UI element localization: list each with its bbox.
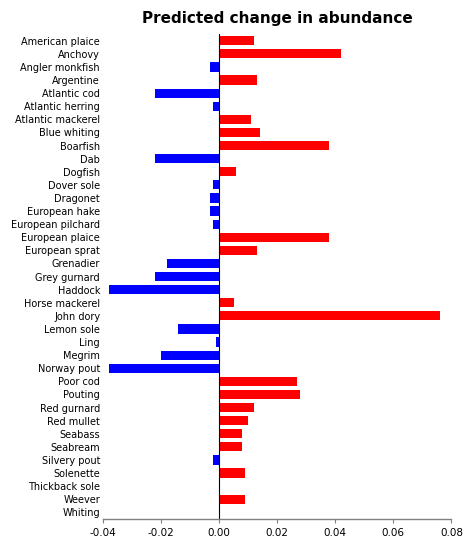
Bar (219, 311, 440, 321)
Bar (155, 154, 219, 163)
Bar (219, 298, 234, 307)
Bar (219, 141, 329, 150)
Bar (219, 246, 257, 255)
Bar (219, 75, 257, 85)
Bar (219, 442, 242, 451)
Bar (216, 338, 219, 346)
Bar (219, 468, 245, 478)
Bar (219, 49, 341, 58)
Bar (167, 259, 219, 268)
Bar (219, 36, 254, 46)
Bar (219, 167, 237, 176)
Bar (210, 206, 219, 216)
Title: Predicted change in abundance: Predicted change in abundance (142, 11, 412, 26)
Bar (178, 324, 219, 334)
Bar (161, 351, 219, 360)
Bar (219, 429, 242, 438)
Bar (213, 180, 219, 189)
Bar (109, 285, 219, 294)
Bar (213, 455, 219, 464)
Bar (219, 377, 298, 386)
Bar (219, 495, 245, 504)
Bar (155, 272, 219, 281)
Bar (219, 233, 329, 242)
Bar (213, 220, 219, 229)
Bar (219, 128, 260, 137)
Bar (210, 63, 219, 71)
Bar (219, 115, 251, 124)
Bar (213, 102, 219, 111)
Bar (219, 403, 254, 412)
Bar (109, 363, 219, 373)
Bar (210, 193, 219, 203)
Bar (219, 416, 248, 425)
Bar (155, 88, 219, 98)
Bar (219, 390, 301, 399)
